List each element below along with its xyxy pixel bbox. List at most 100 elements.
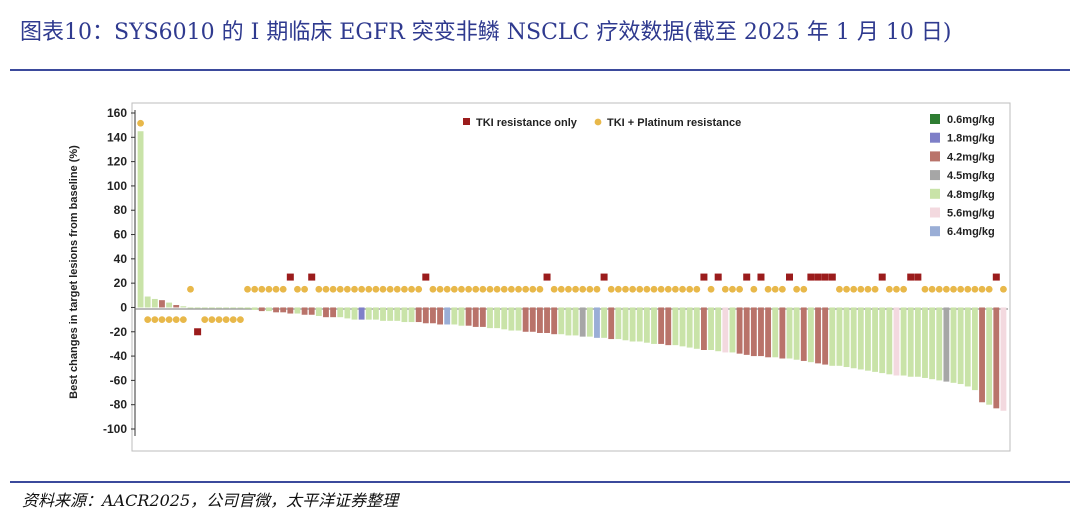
platinum-marker <box>686 285 694 293</box>
platinum-marker <box>657 285 665 293</box>
platinum-marker <box>450 285 458 293</box>
bar <box>144 296 151 308</box>
platinum-marker <box>329 285 337 293</box>
platinum-marker <box>165 316 173 324</box>
platinum-marker <box>579 285 587 293</box>
marker-legend: TKI resistance only TKI + Platinum resist… <box>463 117 741 129</box>
bar <box>672 307 679 346</box>
bar <box>658 307 665 344</box>
bar <box>358 307 365 320</box>
platinum-marker <box>237 316 244 324</box>
platinum-marker <box>557 285 565 293</box>
platinum-marker <box>750 285 758 293</box>
platinum-marker <box>507 285 515 293</box>
platinum-marker <box>336 285 344 293</box>
dose-legend: 0.6mg/kg 1.8mg/kg 4.2mg/kg 4.5mg/kg 4.8mg/kg… <box>930 114 995 238</box>
platinum-marker <box>265 285 273 293</box>
platinum-marker <box>1000 285 1007 293</box>
dose-legend-swatch <box>930 226 940 237</box>
platinum-marker <box>764 285 772 293</box>
tki-marker <box>821 273 829 281</box>
bar <box>344 307 351 319</box>
bar <box>216 307 222 309</box>
platinum-marker <box>857 285 865 293</box>
bar <box>872 307 878 372</box>
platinum-marker <box>187 285 194 293</box>
legend-platinum-label: TKI + Platinum resistance <box>607 117 741 129</box>
bar <box>886 307 893 375</box>
bar <box>251 307 258 310</box>
bar <box>779 307 786 359</box>
tki-marker <box>422 273 430 281</box>
platinum-marker <box>885 285 893 293</box>
platinum-marker <box>928 285 936 293</box>
platinum-marker <box>978 285 986 293</box>
bar <box>522 307 529 332</box>
y-tick-label: 80 <box>114 203 128 217</box>
platinum-marker <box>971 285 979 293</box>
dose-legend-label: 0.6mg/kg <box>947 114 995 126</box>
bar <box>836 307 843 366</box>
platinum-marker <box>208 316 216 324</box>
bar <box>273 307 279 313</box>
platinum-marker <box>622 285 629 293</box>
bar <box>729 307 736 353</box>
platinum-marker <box>272 285 280 293</box>
title-rule <box>10 69 1070 71</box>
platinum-marker <box>636 285 644 293</box>
platinum-marker <box>565 285 572 293</box>
bar <box>323 307 329 318</box>
bar <box>993 307 1000 409</box>
platinum-marker <box>144 316 152 324</box>
platinum-marker <box>294 285 301 293</box>
platinum-marker <box>843 285 850 293</box>
bar <box>929 307 936 380</box>
platinum-marker <box>151 316 159 324</box>
bar <box>679 307 686 347</box>
platinum-marker <box>222 316 230 324</box>
bar <box>950 307 957 383</box>
bar <box>579 307 586 337</box>
bar <box>529 307 536 332</box>
tki-marker <box>786 273 793 281</box>
bar <box>822 307 829 365</box>
platinum-marker <box>664 285 672 293</box>
tki-marker <box>914 273 922 281</box>
bar <box>829 307 836 366</box>
tki-marker <box>907 273 915 281</box>
y-tick-label: 0 <box>120 300 127 314</box>
platinum-marker <box>479 285 487 293</box>
y-tick-label: -80 <box>110 398 128 412</box>
y-tick-label: 140 <box>107 130 127 144</box>
platinum-marker <box>629 285 637 293</box>
platinum-marker <box>244 285 251 293</box>
bar <box>415 307 422 323</box>
platinum-marker <box>458 285 465 293</box>
bar <box>472 307 479 327</box>
platinum-marker <box>351 285 358 293</box>
bar <box>515 307 522 331</box>
platinum-marker <box>893 285 900 293</box>
platinum-marker <box>365 285 373 293</box>
platinum-marker <box>736 285 743 293</box>
platinum-marker <box>586 285 594 293</box>
bar <box>643 307 650 343</box>
platinum-marker <box>322 285 330 293</box>
y-tick-label: 120 <box>107 155 127 169</box>
bar <box>979 307 985 403</box>
platinum-marker <box>529 285 537 293</box>
bar <box>765 307 772 358</box>
platinum-marker <box>721 285 729 293</box>
platinum-marker <box>572 285 579 293</box>
platinum-marker <box>536 285 544 293</box>
legend-tki-swatch <box>463 118 470 125</box>
platinum-marker <box>486 285 494 293</box>
source-note: 资料来源：AACR2025，公司官微，太平洋证券整理 <box>22 491 399 510</box>
bar <box>536 307 543 333</box>
tki-marker <box>814 273 822 281</box>
bar <box>223 307 230 309</box>
platinum-marker <box>614 285 622 293</box>
dose-legend-swatch <box>930 151 940 162</box>
bar <box>308 307 315 315</box>
bar <box>458 307 465 326</box>
